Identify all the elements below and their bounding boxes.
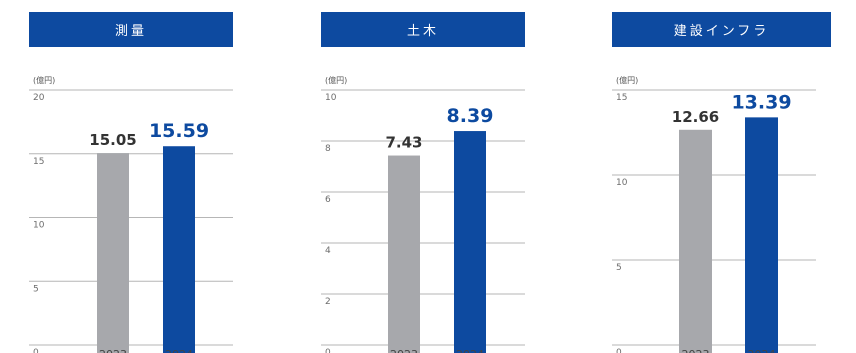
unit-label: (億円): [33, 75, 55, 85]
y-tick-label: 5: [616, 263, 622, 273]
data-label: 8.39: [447, 105, 494, 127]
bar-chart-survey: (億円) 0 5 10 15 20 15.05 2023 15.59 2024: [29, 75, 233, 353]
y-tick-label: 6: [325, 195, 331, 205]
chart-title: 測量: [29, 12, 233, 47]
y-tick-label: 15: [33, 157, 44, 167]
y-tick-label: 5: [33, 284, 39, 294]
y-tick-label: 0: [33, 348, 39, 353]
data-label: 7.43: [385, 134, 422, 152]
bar-2023: [388, 155, 420, 353]
bar-2024: [745, 117, 778, 353]
category-label: 2024: [456, 348, 484, 353]
bar-chart-civil: (億円) 0 2 4 6 8 10 7.43 2023 8.39 2024: [321, 75, 525, 353]
category-label: 2024: [748, 348, 776, 353]
bar-2023: [97, 153, 129, 353]
category-label: 2024: [165, 348, 193, 353]
y-tick-label: 2: [325, 297, 331, 307]
chart-title: 建設インフラ: [612, 12, 831, 47]
bar-chart-infrastructure: (億円) 0 5 10 15 12.66 2023 13.39 2024: [612, 75, 816, 353]
data-label: 12.66: [672, 108, 719, 126]
y-tick-label: 0: [325, 348, 331, 353]
category-label: 2023: [99, 348, 127, 353]
data-label: 15.59: [149, 120, 209, 142]
y-tick-label: 15: [616, 93, 627, 103]
y-tick-label: 10: [616, 178, 628, 188]
y-tick-label: 0: [616, 348, 622, 353]
chart-title: 土木: [321, 12, 525, 47]
data-label: 13.39: [731, 91, 791, 113]
category-label: 2023: [390, 348, 418, 353]
bar-2024: [454, 131, 486, 353]
chart-panel-infrastructure: 建設インフラ (億円) 0 5 10 15 12.66 2023 13.39 2024: [612, 0, 831, 353]
y-tick-label: 10: [33, 221, 45, 231]
y-tick-label: 10: [325, 93, 337, 103]
bar-2023: [679, 129, 712, 353]
data-label: 15.05: [89, 131, 136, 149]
y-tick-label: 20: [33, 93, 45, 103]
y-tick-label: 8: [325, 144, 331, 154]
bar-2024: [163, 146, 195, 353]
unit-label: (億円): [325, 75, 347, 85]
y-tick-label: 4: [325, 246, 331, 256]
unit-label: (億円): [616, 75, 638, 85]
chart-panel-survey: 測量 (億円) 0 5 10 15 20 15.05 2023 15.59 2024: [29, 0, 233, 353]
category-label: 2023: [682, 348, 710, 353]
chart-panel-civil: 土木 (億円) 0 2 4 6 8 10 7.43 2023 8.39 2024: [321, 0, 525, 353]
